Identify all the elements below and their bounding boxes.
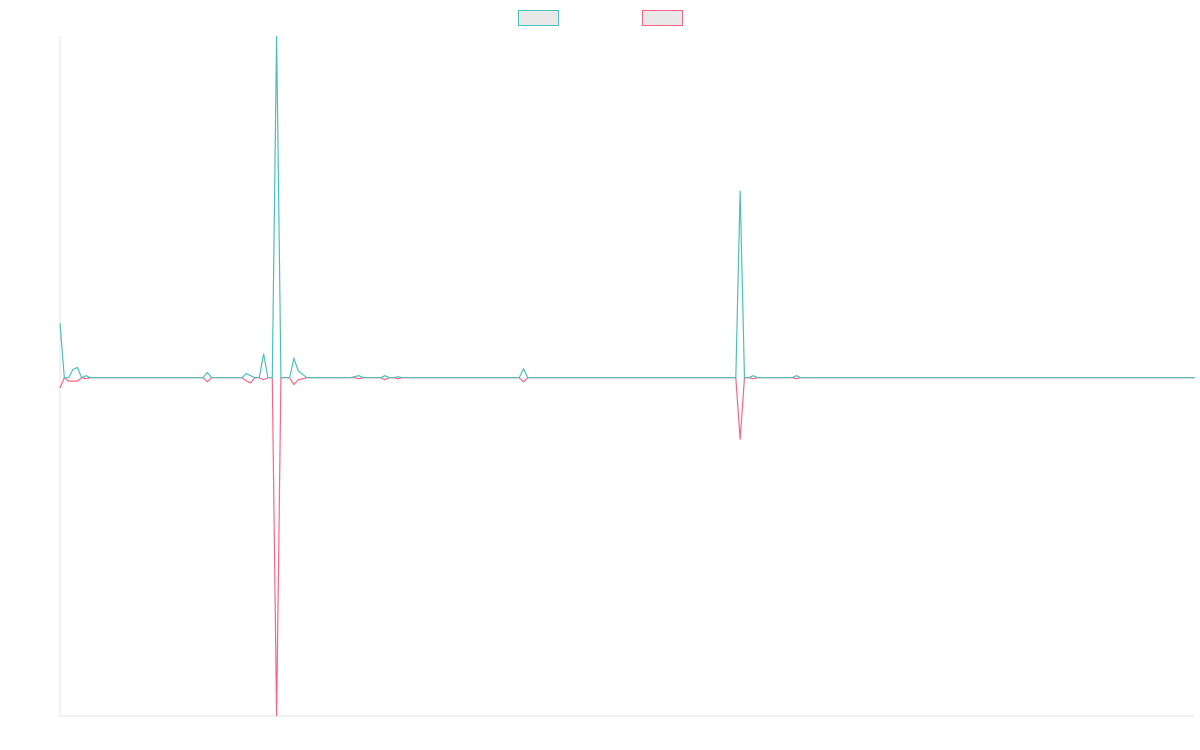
legend-swatch	[642, 10, 683, 26]
legend-swatch	[518, 10, 559, 26]
line-series	[59, 35, 1195, 379]
line-series	[59, 376, 1195, 717]
